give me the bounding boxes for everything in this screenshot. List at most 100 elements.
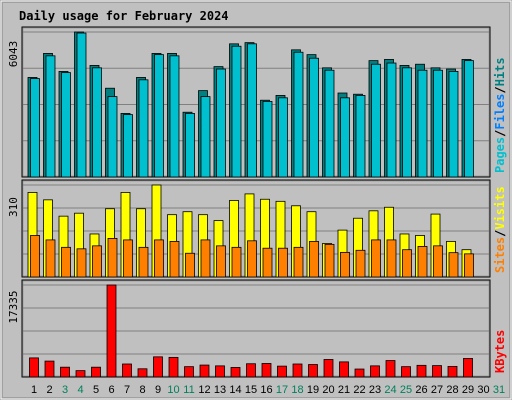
- bar-kbytes-day-25: [401, 366, 411, 378]
- bar-sites-day-21: [340, 251, 350, 278]
- bar-kbytes-day-5: [91, 366, 101, 378]
- bar-sites-day-6: [107, 238, 118, 278]
- bar-kbytes-day-15: [246, 363, 256, 378]
- bar-sites-day-26: [417, 246, 428, 278]
- day-label-2: 2: [46, 384, 52, 396]
- bar-pages-day-4: [76, 32, 87, 178]
- day-label-4: 4: [77, 384, 83, 396]
- bar-pages-day-26: [417, 69, 428, 178]
- day-label-16: 16: [260, 384, 272, 396]
- legend-separator: /: [493, 130, 507, 137]
- bar-pages-day-2: [45, 55, 56, 178]
- bar-pages-day-17: [278, 97, 288, 178]
- bar-pages-day-19: [309, 57, 319, 178]
- y-axis-max-label: 6043: [7, 41, 20, 68]
- bar-kbytes-day-18: [292, 363, 303, 378]
- bar-pages-day-29: [464, 60, 474, 178]
- bar-kbytes-day-10: [168, 356, 179, 378]
- bar-kbytes-day-29: [463, 358, 473, 378]
- day-label-19: 19: [307, 384, 319, 396]
- bar-pages-day-27: [433, 69, 443, 178]
- bar-pages-day-1: [30, 78, 40, 178]
- bar-sites-day-4: [76, 248, 87, 278]
- bar-pages-day-28: [448, 71, 459, 178]
- panel-legend: Pages/Files/Hits: [493, 57, 507, 173]
- legend-kbytes: KBytes: [493, 330, 507, 373]
- day-label-31: 31: [493, 384, 505, 396]
- legend-sites: Sites: [493, 237, 507, 273]
- legend-hits: Hits: [493, 57, 507, 86]
- bar-pages-day-22: [355, 95, 366, 178]
- bar-pages-day-12: [200, 96, 211, 178]
- bar-sites-day-24: [386, 239, 397, 278]
- bar-kbytes-day-17: [277, 365, 287, 378]
- bar-kbytes-day-7: [122, 363, 132, 378]
- bar-sites-day-28: [448, 252, 459, 278]
- day-label-24: 24: [384, 384, 396, 396]
- bar-sites-day-3: [61, 246, 71, 278]
- bar-sites-day-22: [355, 249, 366, 278]
- bar-pages-day-24: [386, 62, 397, 178]
- bar-sites-day-27: [433, 245, 443, 278]
- bar-kbytes-day-4: [75, 370, 86, 378]
- bar-pages-day-6: [107, 96, 118, 178]
- legend-pages: Pages: [493, 137, 507, 173]
- day-label-12: 12: [198, 384, 210, 396]
- panel-3: [21, 279, 491, 378]
- bar-kbytes-day-22: [354, 368, 365, 378]
- bar-kbytes-day-19: [308, 364, 318, 378]
- bar-pages-day-5: [92, 67, 102, 178]
- legend-separator: /: [493, 230, 507, 237]
- bar-pages-day-13: [216, 68, 226, 178]
- day-label-20: 20: [322, 384, 334, 396]
- legend-separator: /: [493, 86, 507, 93]
- bar-sites-day-9: [154, 239, 164, 278]
- day-label-6: 6: [108, 384, 114, 396]
- bar-pages-day-9: [154, 54, 164, 178]
- bar-kbytes-day-20: [323, 359, 334, 378]
- day-label-18: 18: [291, 384, 303, 396]
- y-axis-max-label: 310: [7, 197, 20, 217]
- day-label-7: 7: [124, 384, 130, 396]
- bar-sites-day-8: [138, 246, 149, 278]
- bar-kbytes-day-23: [370, 365, 380, 378]
- bar-sites-day-23: [371, 239, 381, 278]
- bar-sites-day-14: [231, 246, 242, 278]
- day-label-21: 21: [338, 384, 350, 396]
- day-label-9: 9: [155, 384, 161, 396]
- bar-sites-day-15: [247, 240, 257, 278]
- bar-pages-day-10: [169, 55, 180, 178]
- day-label-17: 17: [276, 384, 288, 396]
- bar-pages-day-16: [262, 101, 273, 178]
- bar-sites-day-5: [92, 245, 102, 278]
- day-label-3: 3: [62, 384, 68, 396]
- day-label-29: 29: [462, 384, 474, 396]
- bar-kbytes-day-12: [199, 364, 210, 378]
- day-labels: 1 2 3 4 5 6 7 8 9 10 11 12 13 14 15 16 17 18 19 20 21 22 23 24 2…: [31, 384, 505, 396]
- chart-bars: [27, 31, 474, 378]
- bar-kbytes-day-21: [339, 361, 349, 378]
- bar-pages-day-7: [123, 114, 133, 178]
- bar-sites-day-11: [185, 252, 195, 278]
- bar-kbytes-day-2: [44, 360, 55, 378]
- bar-sites-day-29: [464, 253, 474, 278]
- bar-sites-day-7: [123, 239, 133, 278]
- day-label-14: 14: [229, 384, 241, 396]
- bar-sites-day-1: [30, 235, 40, 278]
- day-label-26: 26: [415, 384, 427, 396]
- bar-pages-day-3: [61, 72, 71, 178]
- legend-visits: Visits: [493, 186, 507, 229]
- bar-sites-day-13: [216, 245, 226, 278]
- day-label-10: 10: [167, 384, 179, 396]
- bar-sites-day-18: [293, 246, 304, 278]
- day-label-28: 28: [446, 384, 458, 396]
- bar-sites-day-20: [324, 243, 335, 278]
- bar-pages-day-14: [231, 45, 242, 178]
- bar-sites-day-12: [200, 239, 211, 278]
- day-label-5: 5: [93, 384, 99, 396]
- day-label-1: 1: [31, 384, 37, 396]
- bar-kbytes-day-27: [432, 365, 442, 378]
- bar-kbytes-day-11: [184, 366, 194, 378]
- bar-sites-day-16: [262, 247, 273, 278]
